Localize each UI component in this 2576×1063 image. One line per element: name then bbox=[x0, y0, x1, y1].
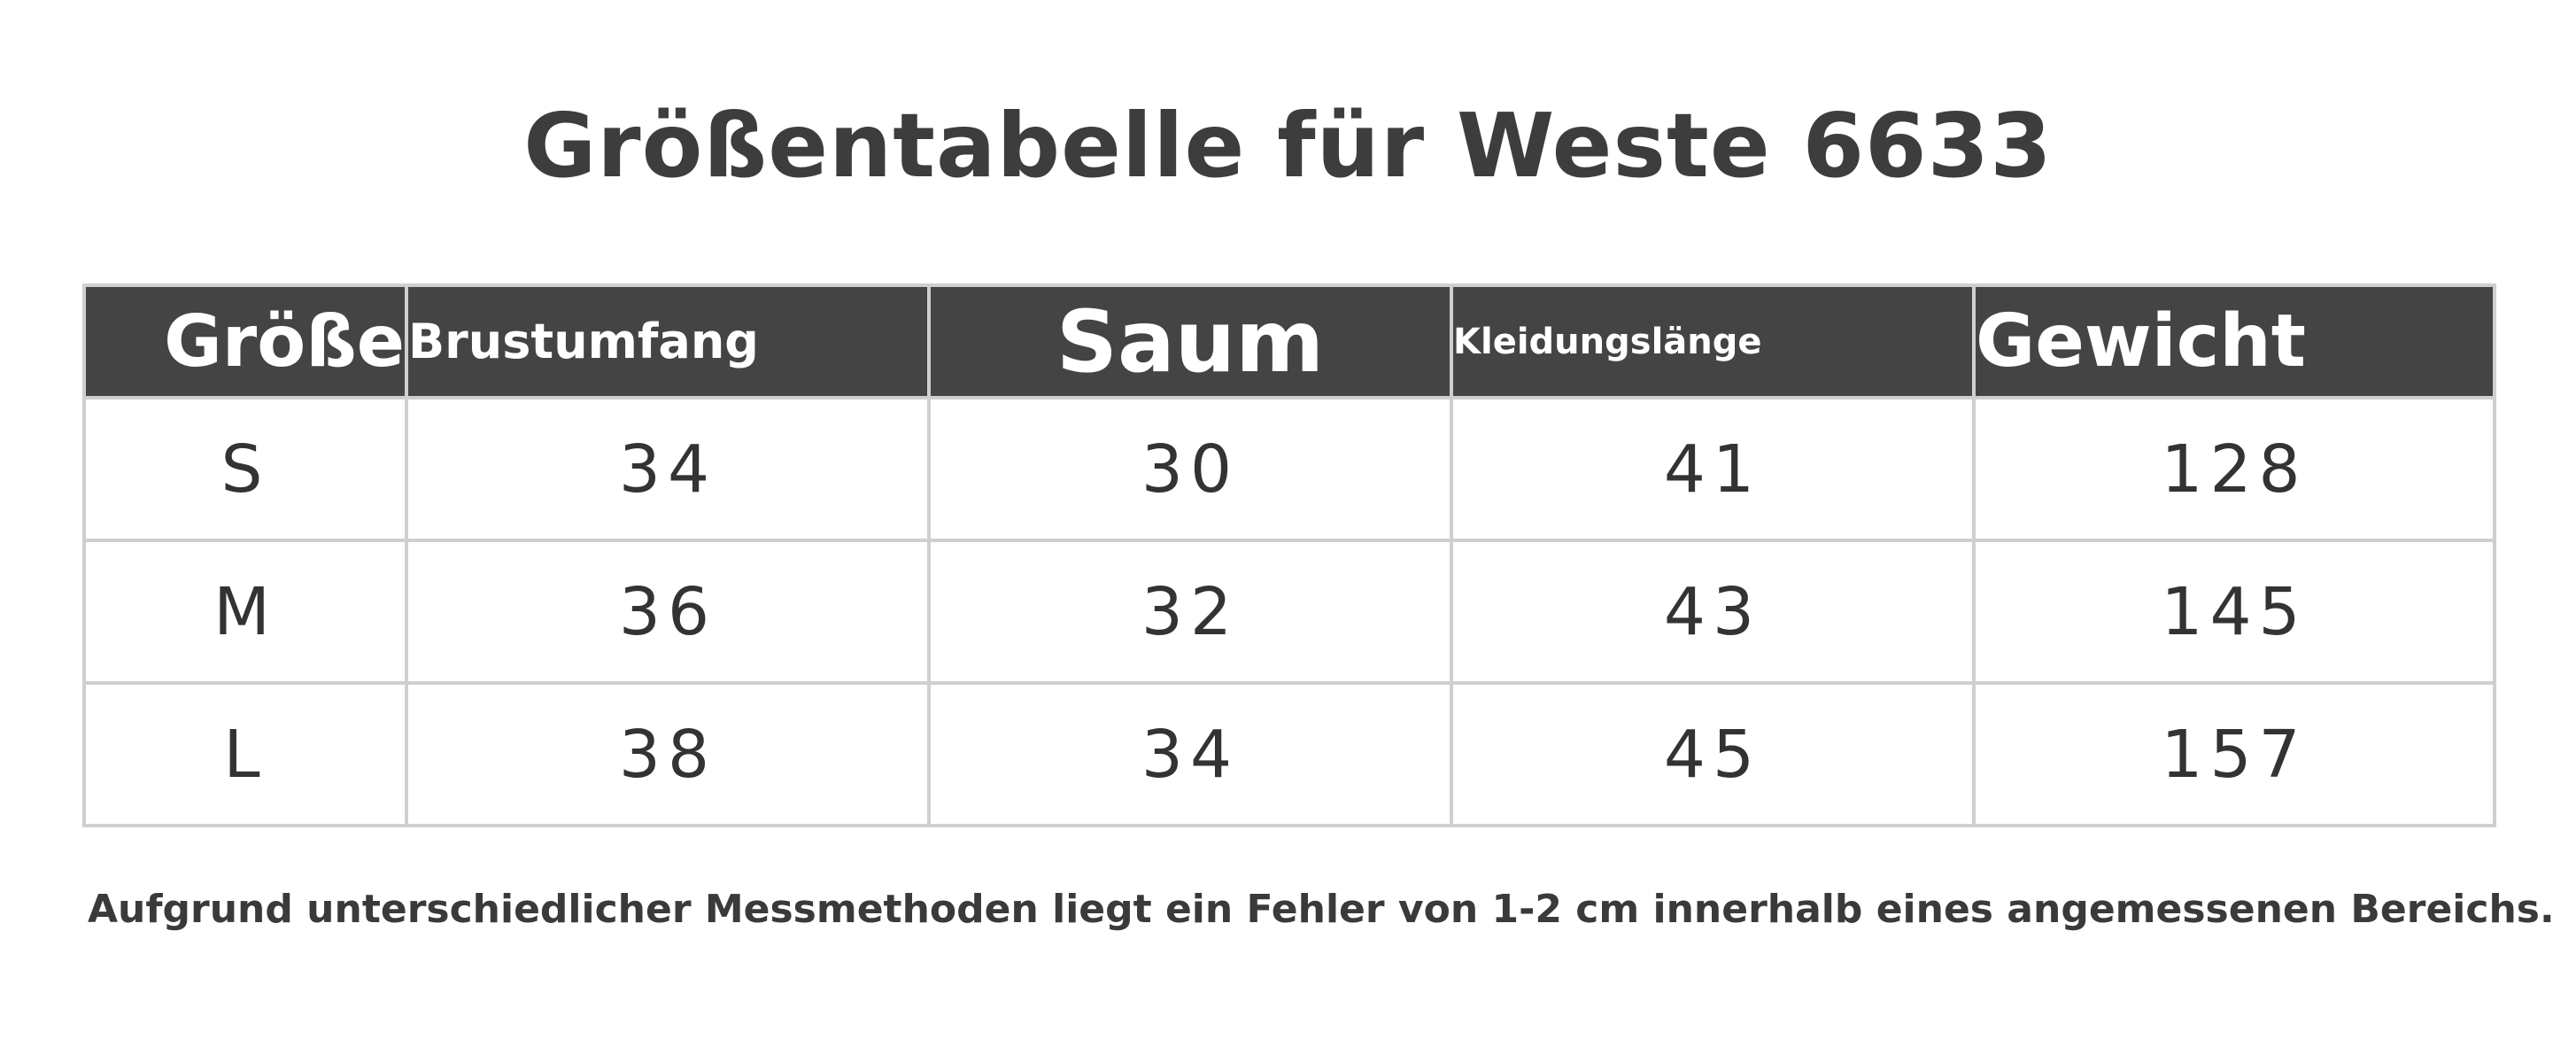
cell-hem: 34 bbox=[927, 681, 1453, 827]
cell-chest: 38 bbox=[405, 681, 931, 827]
cell-weight: 128 bbox=[1972, 396, 2496, 542]
cell-chest: 36 bbox=[405, 539, 931, 685]
table-header-row: Größe Brustumfang Saum Kleidungslänge Ge… bbox=[82, 283, 2496, 400]
header-hem: Saum bbox=[927, 283, 1453, 400]
cell-length: 43 bbox=[1450, 539, 1976, 685]
header-size: Größe bbox=[82, 283, 408, 400]
table-row: L 38 34 45 157 bbox=[82, 681, 2496, 827]
header-weight: Gewicht bbox=[1972, 283, 2496, 400]
header-length: Kleidungslänge bbox=[1450, 283, 1976, 400]
cell-size: L bbox=[82, 681, 408, 827]
cell-hem: 30 bbox=[927, 396, 1453, 542]
table-row: M 36 32 43 145 bbox=[82, 539, 2496, 685]
cell-size: S bbox=[82, 396, 408, 542]
header-chest: Brustumfang bbox=[405, 283, 931, 400]
cell-chest: 34 bbox=[405, 396, 931, 542]
cell-weight: 145 bbox=[1972, 539, 2496, 685]
cell-size: M bbox=[82, 539, 408, 685]
cell-length: 41 bbox=[1450, 396, 1976, 542]
cell-length: 45 bbox=[1450, 681, 1976, 827]
cell-weight: 157 bbox=[1972, 681, 2496, 827]
measurement-note: Aufgrund unterschiedlicher Messmethoden … bbox=[88, 887, 2555, 932]
cell-hem: 32 bbox=[927, 539, 1453, 685]
table-row: S 34 30 41 128 bbox=[82, 396, 2496, 542]
page-title: Größentabelle für Weste 6633 bbox=[523, 94, 2053, 198]
size-chart-table: Größe Brustumfang Saum Kleidungslänge Ge… bbox=[82, 283, 2496, 827]
